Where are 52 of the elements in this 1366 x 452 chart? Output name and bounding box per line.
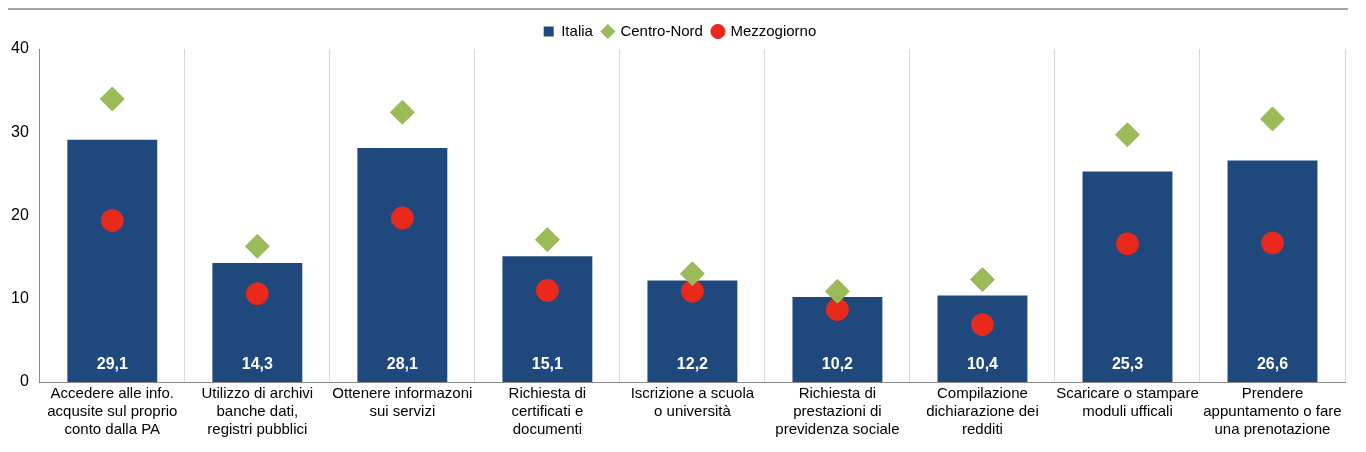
bar [357,148,448,382]
point [825,298,849,322]
point [245,282,269,306]
y-tick-label: 40 [11,39,29,57]
data-label: 10,2 [821,355,854,373]
bar [67,139,158,382]
bar [647,280,738,382]
bar [212,262,303,382]
point [1260,231,1284,255]
bar [502,256,593,382]
x-tick-label: Ottenere informazoni sui servizi [332,384,473,420]
bar [792,297,883,382]
point [244,233,270,259]
point [1259,106,1285,132]
y-tick-label: 10 [11,289,29,307]
x-tick-label: Compilazione dichiarazione dei redditi [926,384,1039,438]
x-tick-label: Utilizzo di archivi banche dati, registri pubblici [201,384,314,438]
point [1114,122,1140,148]
data-label: 29,1 [96,355,128,373]
data-label: 10,4 [966,355,999,373]
x-tick-label: Richiesta di certificati e documenti [508,384,587,438]
point [534,227,560,253]
legend-label: Mezzogiorno [730,21,817,39]
point [824,278,850,304]
data-label: 26,6 [1256,355,1289,373]
point [535,278,559,302]
data-label: 28,1 [386,355,419,373]
bar [1082,171,1173,382]
y-tick-label: 30 [11,122,29,140]
legend-label: Italia [561,21,594,39]
data-label: 12,2 [676,355,709,373]
data-label: 15,1 [531,355,564,373]
bar [937,295,1028,382]
point [679,261,705,287]
x-tick-label: Accedere alle info. acqusite sul proprio conto dalla PA [47,384,178,438]
x-tick-label: Richiesta di prestazioni di previdenza sociale [775,384,900,438]
point [969,267,995,293]
y-tick-label: 20 [11,205,29,223]
x-tick-label: Scaricare o stampare moduli ufficali [1056,384,1199,420]
y-tick-label: 0 [19,372,29,390]
x-tick-label: Prendere appuntamento o fare una prenotazione [1203,384,1342,438]
point [390,206,414,230]
legend-label: Centro-Nord [620,21,703,39]
bar [1227,160,1318,382]
data-label: 14,3 [241,355,273,373]
point [1115,232,1139,256]
point [389,99,415,125]
point [99,86,125,112]
point [100,209,124,232]
x-tick-label: Iscrizione a scuola o università [630,384,755,420]
data-label: 25,3 [1111,355,1144,373]
point [970,313,994,337]
